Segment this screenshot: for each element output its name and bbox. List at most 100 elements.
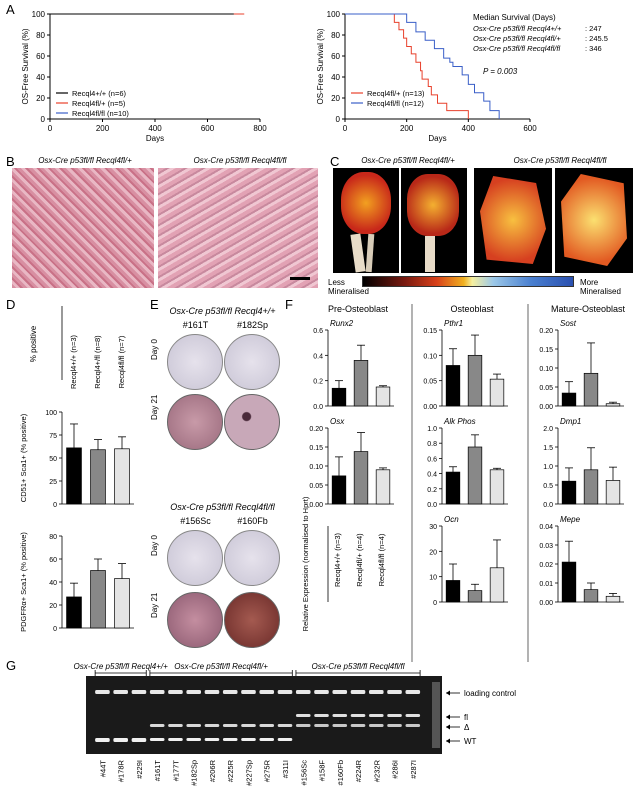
band-label-0: loading control: [464, 689, 516, 698]
y-tick-label: 2.0: [543, 426, 553, 433]
y-tick-label: 0.03: [539, 543, 553, 550]
gene-label: Pthr1: [444, 319, 463, 328]
gene-label: Sost: [560, 319, 577, 328]
band-wt: [204, 738, 220, 741]
band-loading: [314, 690, 329, 694]
bar-0: [561, 392, 577, 407]
band-delta: [149, 724, 165, 727]
bar-2: [605, 595, 621, 603]
culture-well-156sc-day21: [167, 592, 223, 648]
y-tick-label: 0.05: [309, 483, 323, 490]
y-tick-label: 40: [49, 580, 57, 587]
y-tick-label: 0.2: [313, 379, 323, 386]
y-tick-label: 20: [49, 603, 57, 610]
y-tick-label: 100: [327, 10, 341, 19]
bar-2: [489, 378, 505, 407]
x-axis-label: Days: [428, 134, 446, 143]
group-label: Recql4+/+ (n=3): [69, 335, 78, 389]
y-axis-label: Relative Expression (normalised to Hprt): [301, 496, 310, 631]
band-label-2: Δ: [464, 723, 470, 732]
histology-image-right: [158, 168, 318, 288]
gene-label: Runx2: [330, 319, 354, 328]
genotyping-gel: #44T #178R #229I #161T #177T #182Sp #206R #225R…: [74, 662, 517, 786]
group-label-1: Osx-Cre p53fl/fl Recql4fl/+: [174, 662, 268, 671]
band-loading: [368, 690, 384, 694]
y-tick-label: 40: [331, 73, 340, 82]
y-tick-label: 80: [49, 534, 57, 541]
y-tick-label: 10: [429, 575, 437, 582]
y-tick-label: 0: [53, 502, 57, 509]
y-tick-label: 0.10: [309, 464, 323, 471]
y-axis-label: % positive: [29, 325, 38, 362]
microct-image-1: [333, 168, 399, 273]
band-wt: [149, 738, 165, 741]
bar-0: [561, 480, 577, 505]
y-tick-label: 0.04: [539, 524, 553, 531]
sample-id-156sc: #156Sc: [180, 516, 211, 526]
histology-image-left: [12, 168, 154, 288]
band-delta: [241, 724, 256, 727]
x-tick-label: 800: [253, 124, 267, 133]
y-tick-label: 50: [49, 456, 57, 463]
band-delta: [314, 724, 329, 727]
lane-label: #206R: [208, 759, 217, 782]
gene-label: Osx: [330, 417, 345, 426]
band-wt: [259, 738, 275, 741]
culture-well-182sp-day0: [224, 334, 280, 390]
y-tick-label: 0.4: [427, 472, 437, 479]
band-arrowhead: [446, 714, 450, 720]
band-arrowhead: [446, 690, 450, 696]
x-tick-label: 200: [96, 124, 110, 133]
y-tick-label: 0.6: [427, 456, 437, 463]
bar-0: [66, 596, 82, 629]
lane-label: #156Sc: [299, 760, 308, 786]
median-row-label: Osx-Cre p53fl/fl Recql4fl/+: [473, 34, 561, 43]
legend-label-1: Recql4fl/fl (n=12): [367, 99, 424, 108]
y-tick-label: 60: [36, 52, 45, 61]
legend-label-2: Recql4fl/fl (n=10): [72, 109, 129, 118]
y-axis-label: OS-Free Survival (%): [316, 28, 325, 104]
y-tick-label: 0.20: [539, 328, 553, 335]
lane-label: #275R: [263, 759, 272, 782]
band-wt: [222, 738, 238, 741]
band-delta: [168, 724, 183, 727]
lane-label: #224R: [354, 759, 363, 782]
gene-label: Alk Phos: [443, 417, 476, 426]
y-tick-label: 0.6: [313, 328, 323, 335]
bar-1: [583, 469, 599, 505]
y-tick-label: 0.15: [423, 328, 437, 335]
band-loading: [277, 690, 293, 694]
band-loading: [149, 690, 165, 694]
lane-label: #161T: [153, 760, 162, 782]
median-title: Median Survival (Days): [473, 13, 556, 22]
band-delta: [277, 724, 293, 727]
column-header-1: Osteoblast: [450, 304, 494, 314]
bar-0: [445, 365, 461, 407]
day-label-21-bottom: Day 21: [150, 592, 159, 618]
band-delta: [387, 724, 402, 727]
y-axis-label: PDGFRα+ Sca1+ (% positive): [19, 532, 28, 632]
y-tick-label: 40: [36, 73, 45, 82]
survival-line-0: [345, 13, 469, 119]
y-tick-label: 20: [429, 549, 437, 556]
y-tick-label: 25: [49, 479, 57, 486]
bar-0: [445, 471, 461, 505]
culture-well-161t-day0: [167, 334, 223, 390]
bar-1: [90, 570, 106, 629]
y-tick-label: 0.05: [539, 385, 553, 392]
y-tick-label: 80: [331, 31, 340, 40]
p-value: P = 0.003: [483, 67, 518, 76]
bar-1: [467, 590, 483, 603]
group-label: Recql4fl/fl (n=4): [377, 533, 386, 586]
band-delta: [222, 724, 238, 727]
mineralisation-scale-bar: [362, 276, 574, 287]
y-tick-label: 0.4: [313, 353, 323, 360]
y-tick-label: 0.20: [309, 426, 323, 433]
bar-0: [445, 580, 461, 603]
group-label: Recql4+/fl (n=8): [93, 335, 102, 389]
band-delta: [259, 724, 275, 727]
band-loading: [332, 690, 348, 694]
lane-label: #287I: [409, 760, 418, 779]
culture-well-160fb-day0: [224, 530, 280, 586]
band-wt: [95, 738, 110, 742]
